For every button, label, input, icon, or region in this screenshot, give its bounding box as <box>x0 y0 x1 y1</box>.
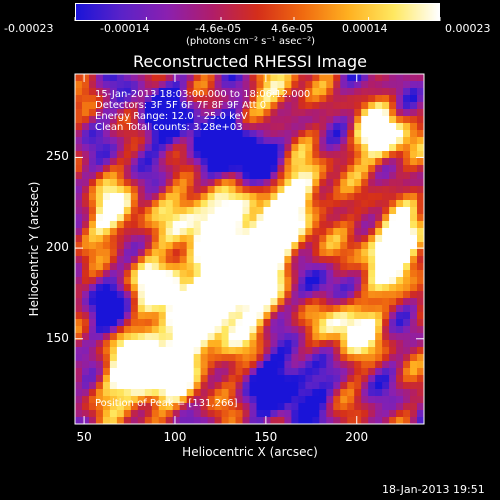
y-axis-label: Heliocentric Y (arcsec) <box>27 181 41 317</box>
y-tick-label: 200 <box>46 240 69 255</box>
y-tick-label: 250 <box>46 149 69 164</box>
annotation-energy-range: Energy Range: 12.0 - 25.0 keV <box>95 111 248 122</box>
x-tick-label: 100 <box>163 430 187 444</box>
footer-timestamp: 18-Jan-2013 19:51 <box>382 483 485 496</box>
annotation-peak-position: Position of Peak = [131,266] <box>95 398 238 409</box>
colorbar <box>75 3 440 21</box>
colorbar-tick-label: -4.6e-05 <box>195 22 242 35</box>
colorbar-tick-label: 0.00014 <box>342 22 388 35</box>
x-tick-label: 150 <box>254 430 278 444</box>
colorbar-unit: (photons cm⁻² s⁻¹ asec⁻²) <box>186 36 316 47</box>
plot-frame <box>74 73 425 425</box>
annotation-clean-counts: Clean Total counts: 3.28e+03 <box>95 122 243 133</box>
colorbar-tick-label: 0.00023 <box>445 22 491 35</box>
y-tick-label: 150 <box>46 330 69 345</box>
x-tick-label: 200 <box>345 430 369 444</box>
colorbar-tick-label: 4.6e-05 <box>271 22 314 35</box>
annotation-time-range: 15-Jan-2013 18:03:00.000 to 18:06:12.000 <box>95 89 311 100</box>
chart-title: Reconstructed RHESSI Image <box>133 52 367 71</box>
x-tick-label: 50 <box>76 430 92 444</box>
annotation-detectors: Detectors: 3F 5F 6F 7F 8F 9F Att 0 <box>95 100 267 111</box>
colorbar-tick-label: -0.00023 <box>4 22 54 35</box>
x-axis-label: Heliocentric X (arcsec) <box>182 445 318 459</box>
colorbar-ticks <box>74 17 441 21</box>
colorbar-tick-label: -0.00014 <box>100 22 150 35</box>
